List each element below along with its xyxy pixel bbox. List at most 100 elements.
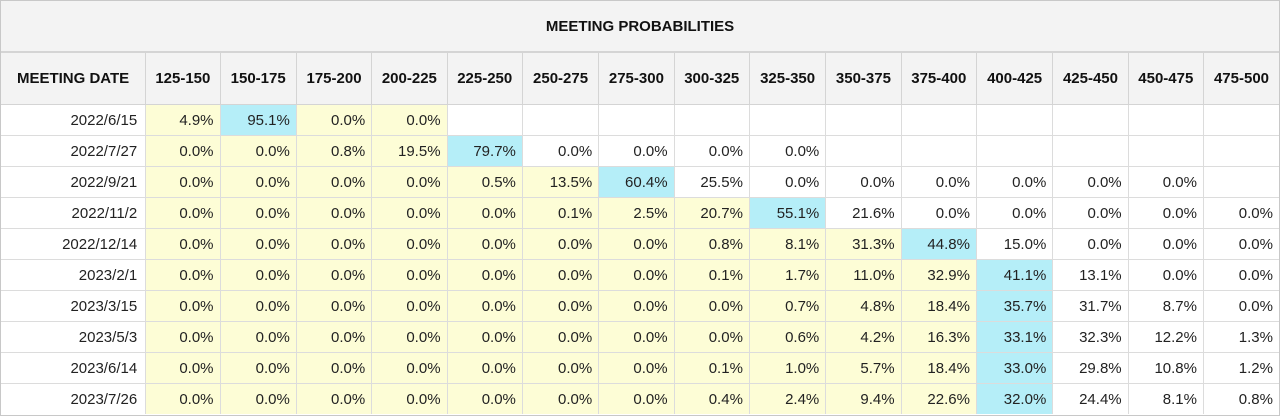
probability-cell: 2.4%: [748, 383, 826, 414]
probability-cell: 13.1%: [1052, 259, 1129, 291]
probability-cell: 0.0%: [295, 104, 372, 136]
panel-title: MEETING PROBABILITIES: [1, 1, 1279, 53]
probability-cell: 18.4%: [900, 352, 977, 384]
column-header-meeting-date[interactable]: MEETING DATE: [1, 53, 146, 105]
probability-cell-highlighted: 41.1%: [975, 259, 1053, 291]
column-header-rate-range[interactable]: 175-200: [295, 53, 372, 105]
column-header-rate-range[interactable]: 225-250: [446, 53, 523, 105]
column-header-rate-range[interactable]: 450-475: [1127, 53, 1204, 105]
probability-cell: 9.4%: [825, 383, 902, 414]
probability-cell: 0.0%: [975, 197, 1053, 229]
column-header-rate-range[interactable]: 425-450: [1052, 53, 1129, 105]
probability-cell: 0.0%: [825, 166, 902, 198]
probability-cell: [1202, 166, 1279, 198]
probability-cell: 12.2%: [1127, 321, 1204, 353]
probability-cell: 0.0%: [521, 290, 599, 322]
probability-cell: 13.5%: [521, 166, 599, 198]
probability-cell-highlighted: 32.0%: [975, 383, 1053, 414]
probability-cell: 0.0%: [219, 228, 297, 260]
probability-cell: 0.0%: [219, 135, 297, 167]
probability-cell: 0.0%: [295, 259, 372, 291]
probability-cell: 0.0%: [145, 321, 221, 353]
probability-cell: 0.0%: [1202, 290, 1279, 322]
probability-cell: [1202, 135, 1279, 167]
probability-cell: 0.0%: [219, 352, 297, 384]
meeting-date-cell: 2023/3/15: [1, 290, 146, 322]
probabilities-table: MEETING DATE 125-150 150-175 175-200 200-22…: [1, 53, 1279, 414]
table-row: 2023/2/1 0.0% 0.0% 0.0% 0.0% 0.0% 0.0% 0.0% 0.1%…: [1, 259, 1279, 291]
probability-cell: 0.0%: [219, 166, 297, 198]
probability-cell: [1202, 104, 1279, 136]
probability-cell: [446, 104, 523, 136]
probability-cell-highlighted: 33.1%: [975, 321, 1053, 353]
probability-cell: 0.7%: [748, 290, 826, 322]
probability-cell: 0.0%: [521, 321, 599, 353]
table-row: 2023/5/3 0.0% 0.0% 0.0% 0.0% 0.0% 0.0% 0.0% 0.0%…: [1, 321, 1279, 353]
meeting-date-cell: 2022/7/27: [1, 135, 146, 167]
probability-cell: 0.0%: [673, 321, 750, 353]
probability-cell: 0.0%: [145, 259, 221, 291]
column-header-rate-range[interactable]: 350-375: [825, 53, 902, 105]
probability-cell: 2.5%: [598, 197, 675, 229]
probability-cell-highlighted: 79.7%: [446, 135, 523, 167]
probability-cell: 8.7%: [1127, 290, 1204, 322]
probability-cell: 0.8%: [673, 228, 750, 260]
column-header-rate-range[interactable]: 275-300: [598, 53, 675, 105]
column-header-rate-range[interactable]: 300-325: [673, 53, 750, 105]
column-header-rate-range[interactable]: 150-175: [219, 53, 297, 105]
probability-cell: 0.0%: [1127, 228, 1204, 260]
probability-cell: 0.0%: [145, 135, 221, 167]
probability-cell: 1.2%: [1202, 352, 1279, 384]
probability-cell: 0.1%: [521, 197, 599, 229]
column-header-rate-range[interactable]: 475-500: [1202, 53, 1279, 105]
column-header-rate-range[interactable]: 375-400: [900, 53, 977, 105]
column-header-rate-range[interactable]: 325-350: [748, 53, 826, 105]
probability-cell: 0.0%: [521, 135, 599, 167]
probability-cell: 0.0%: [371, 352, 448, 384]
probability-cell: 0.0%: [371, 197, 448, 229]
probability-cell: 0.0%: [145, 228, 221, 260]
probability-cell-highlighted: 35.7%: [975, 290, 1053, 322]
probability-cell: 0.0%: [1052, 166, 1129, 198]
probability-cell: 0.0%: [446, 321, 523, 353]
probability-cell: 0.0%: [219, 321, 297, 353]
probability-cell: [975, 135, 1053, 167]
probability-cell: 0.0%: [598, 383, 675, 414]
probability-cell: 0.0%: [748, 166, 826, 198]
probability-cell: 0.0%: [598, 135, 675, 167]
probability-cell: 0.0%: [219, 383, 297, 414]
probability-cell: 0.0%: [219, 259, 297, 291]
probability-cell: 1.0%: [748, 352, 826, 384]
probability-cell: 29.8%: [1052, 352, 1129, 384]
probability-cell: 0.0%: [295, 197, 372, 229]
probability-cell: 0.0%: [145, 352, 221, 384]
header-row: MEETING DATE 125-150 150-175 175-200 200-22…: [1, 53, 1279, 105]
probability-cell: 0.0%: [446, 259, 523, 291]
probability-cell: 25.5%: [673, 166, 750, 198]
probability-cell: 31.3%: [825, 228, 902, 260]
probability-cell: 0.0%: [446, 197, 523, 229]
column-header-rate-range[interactable]: 200-225: [371, 53, 448, 105]
table-row: 2023/3/15 0.0% 0.0% 0.0% 0.0% 0.0% 0.0% 0.0% 0.0…: [1, 290, 1279, 322]
probability-cell: 0.0%: [900, 197, 977, 229]
column-header-rate-range[interactable]: 125-150: [145, 53, 221, 105]
probability-cell: 0.6%: [748, 321, 826, 353]
probability-cell: 0.8%: [295, 135, 372, 167]
probability-cell: 0.0%: [145, 197, 221, 229]
probability-cell: 0.0%: [295, 321, 372, 353]
probability-cell: 19.5%: [371, 135, 448, 167]
column-header-rate-range[interactable]: 400-425: [975, 53, 1053, 105]
meeting-date-cell: 2022/9/21: [1, 166, 146, 198]
meeting-date-cell: 2023/5/3: [1, 321, 146, 353]
probability-cell-highlighted: 95.1%: [219, 104, 297, 136]
probability-cell: 0.0%: [145, 166, 221, 198]
probability-cell: 21.6%: [825, 197, 902, 229]
probability-cell: 0.0%: [598, 259, 675, 291]
probability-cell: 0.0%: [598, 228, 675, 260]
probability-cell: 0.0%: [598, 290, 675, 322]
probability-cell: 0.0%: [446, 383, 523, 414]
column-header-rate-range[interactable]: 250-275: [521, 53, 599, 105]
probability-cell: 0.0%: [900, 166, 977, 198]
probability-cell: 0.0%: [1202, 259, 1279, 291]
